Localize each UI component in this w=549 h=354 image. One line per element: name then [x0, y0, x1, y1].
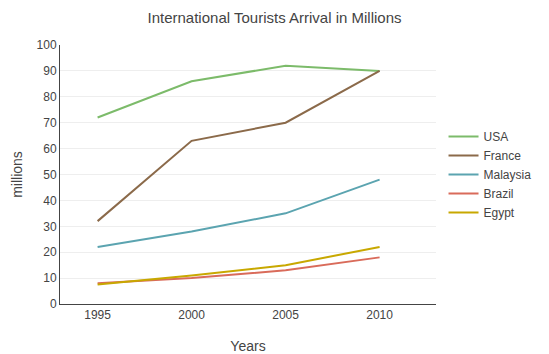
svg-text:2000: 2000: [178, 308, 205, 322]
svg-text:Brazil: Brazil: [484, 187, 514, 201]
svg-text:90: 90: [43, 64, 57, 78]
svg-text:2005: 2005: [272, 308, 299, 322]
svg-text:1995: 1995: [84, 308, 111, 322]
svg-text:20: 20: [43, 245, 57, 259]
svg-text:50: 50: [43, 168, 57, 182]
svg-text:40: 40: [43, 194, 57, 208]
svg-text:France: France: [484, 149, 522, 163]
svg-text:International Tourists Arrival: International Tourists Arrival in Millio…: [148, 9, 402, 26]
svg-text:0: 0: [50, 297, 57, 311]
svg-text:80: 80: [43, 90, 57, 104]
svg-text:USA: USA: [484, 130, 509, 144]
svg-text:10: 10: [43, 271, 57, 285]
svg-text:30: 30: [43, 220, 57, 234]
svg-text:70: 70: [43, 116, 57, 130]
svg-text:60: 60: [43, 142, 57, 156]
svg-text:2010: 2010: [366, 308, 393, 322]
svg-text:Malaysia: Malaysia: [484, 168, 532, 182]
svg-text:Years: Years: [230, 338, 265, 354]
svg-text:100: 100: [37, 38, 57, 52]
svg-text:Egypt: Egypt: [484, 206, 515, 220]
svg-text:millions: millions: [9, 151, 25, 198]
